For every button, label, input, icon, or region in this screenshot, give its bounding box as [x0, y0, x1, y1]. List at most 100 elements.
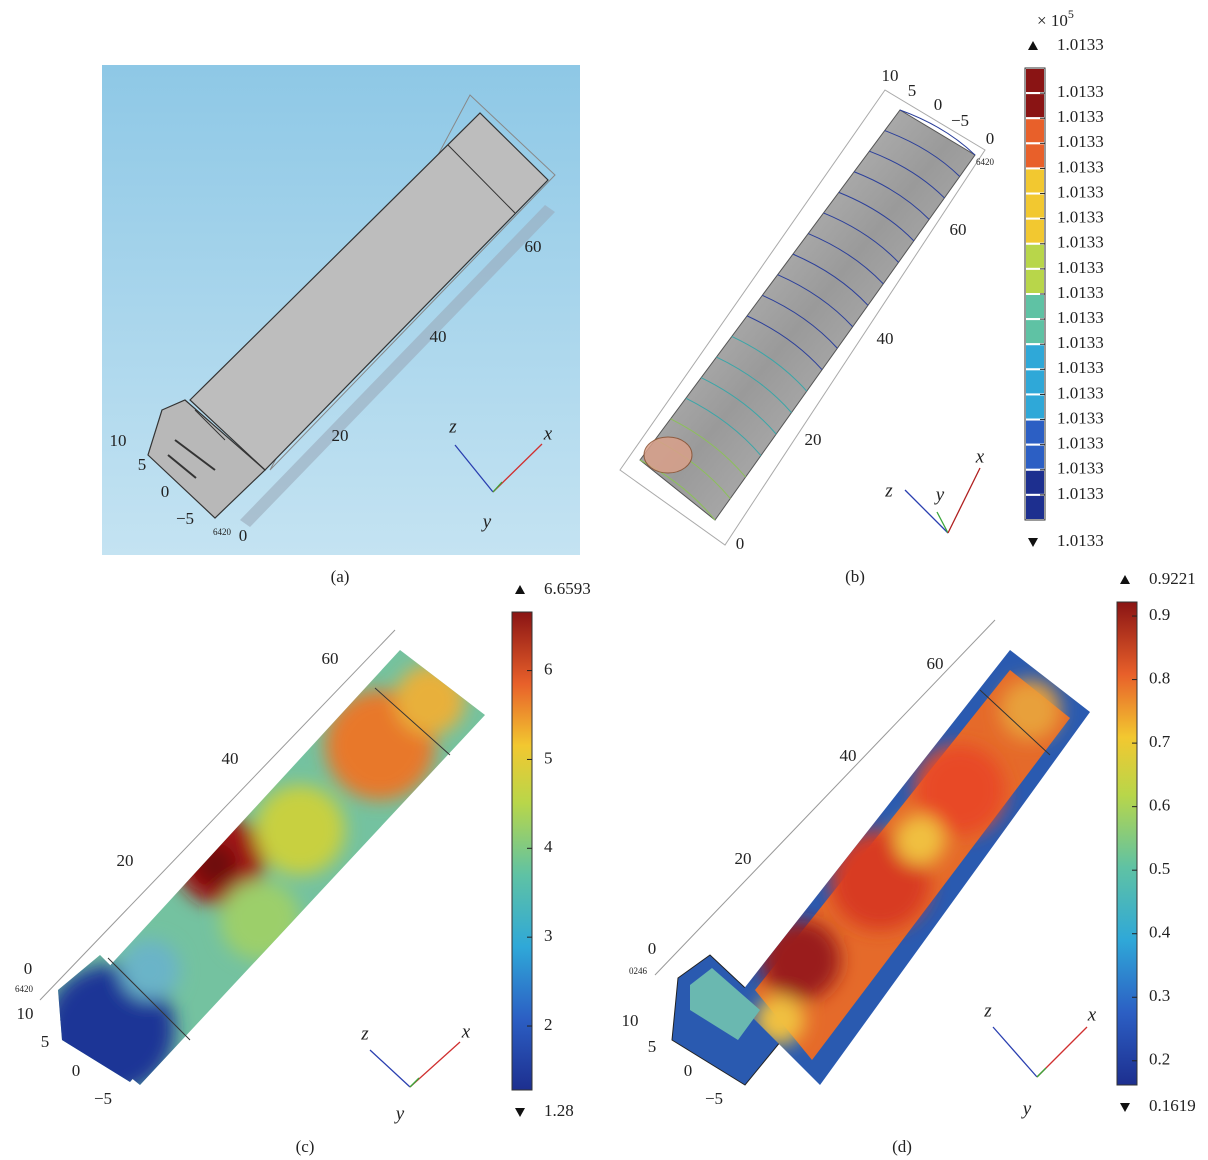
coord-label: −5 [176, 509, 194, 528]
coord-label: 10 [882, 66, 899, 85]
colorbar-tick-label: 6 [544, 659, 553, 678]
colorbar-segment [1025, 244, 1045, 269]
colorbar-segment [1025, 445, 1045, 470]
colorbar-segment [1025, 118, 1045, 143]
colorbar-segment [1025, 143, 1045, 168]
limit-marker [515, 585, 525, 594]
coord-label: 40 [877, 329, 894, 348]
coord-label: −5 [951, 111, 969, 130]
colorbar-segment [1025, 495, 1045, 520]
colorbar-limit-label: 0.1619 [1149, 1096, 1196, 1115]
coord-label: 6420 [15, 984, 34, 994]
limit-marker [515, 1108, 525, 1117]
limit-marker [1120, 575, 1130, 584]
colorbar-limit-label: 1.28 [544, 1101, 574, 1120]
colorbar-power: 5 [1068, 7, 1074, 21]
blobs [755, 680, 1060, 1045]
coord-label: 40 [430, 327, 447, 346]
colorbar-tick-label: 0.8 [1149, 668, 1170, 687]
blob [193, 843, 237, 887]
coord-label: 20 [735, 849, 752, 868]
colorbar-segment [1025, 68, 1045, 93]
colorbar-segment [1025, 168, 1045, 193]
coord-label: 60 [525, 237, 542, 256]
colorbar-tick-label: 1.0133 [1057, 333, 1104, 352]
colorbar-segment [1025, 93, 1045, 118]
field [720, 630, 1100, 1100]
blob [220, 880, 300, 960]
coord-label: 0 [934, 95, 943, 114]
colorbar [512, 612, 532, 1090]
coord-label: 60 [927, 654, 944, 673]
colorbar-tick-label: 1.0133 [1057, 434, 1104, 453]
colorbar-tick-label: 1.0133 [1057, 408, 1104, 427]
axis-label: y [934, 484, 945, 505]
caption: (c) [296, 1137, 315, 1156]
limit-marker [1028, 538, 1038, 547]
colorbar-segment [1025, 420, 1045, 445]
colorbar-tick-label: 1.0133 [1057, 157, 1104, 176]
coord-label: 10 [622, 1011, 639, 1030]
caption: (b) [845, 567, 865, 586]
axis-label: z [884, 480, 893, 501]
colorbar-tick-label: 4 [544, 837, 553, 856]
axis-label: y [394, 1103, 405, 1124]
caption: (a) [331, 567, 350, 586]
coord-label: 10 [17, 1004, 34, 1023]
coord-label: 0 [648, 939, 657, 958]
colorbar-tick-label: 0.9 [1149, 605, 1170, 624]
colorbar-segment [1025, 394, 1045, 419]
coord-label: −5 [94, 1089, 112, 1108]
axis-label: x [543, 423, 553, 444]
colorbar-tick-label: 1.0133 [1057, 82, 1104, 101]
colorbar-tick-label: 1.0133 [1057, 132, 1104, 151]
blob [395, 665, 465, 735]
coord-label: 0 [736, 534, 745, 553]
colorbar-tick-label: 1.0133 [1057, 258, 1104, 277]
axis-label: x [461, 1021, 471, 1042]
axis-label: z [448, 416, 457, 437]
blob [120, 940, 180, 1000]
blob [1000, 680, 1060, 740]
colorbar-tick-label: 1.0133 [1057, 233, 1104, 252]
coord-label: 0 [986, 129, 995, 148]
colorbar [1117, 602, 1137, 1085]
coord-label: −5 [705, 1089, 723, 1108]
coord-label: 6420 [976, 157, 995, 167]
colorbar-tick-label: 0.5 [1149, 859, 1170, 878]
colorbar-tick-label: 1.0133 [1057, 182, 1104, 201]
axis-arrow [948, 468, 980, 533]
colorbar-segment [1025, 219, 1045, 244]
colorbar-tick-label: 1.0133 [1057, 358, 1104, 377]
coord-label: 5 [648, 1037, 657, 1056]
coord-label: 60 [322, 649, 339, 668]
coord-label: 0 [161, 482, 170, 501]
colorbar-tick-label: 0.3 [1149, 986, 1170, 1005]
colorbar-tick-label: 1.0133 [1057, 459, 1104, 478]
colorbar-segment [1025, 319, 1045, 344]
colorbar-tick-label: 2 [544, 1015, 553, 1034]
coord-label: 10 [110, 431, 127, 450]
colorbar-segment [1025, 369, 1045, 394]
colorbar-segment [1025, 344, 1045, 369]
colorbar-tick-label: 1.0133 [1057, 107, 1104, 126]
coord-label: 0 [24, 959, 33, 978]
coord-label: 0 [72, 1061, 81, 1080]
colorbar-tick-label: 1.0133 [1057, 308, 1104, 327]
blob [255, 785, 345, 875]
colorbar-tick-label: 0.7 [1149, 732, 1171, 751]
blobs [45, 665, 465, 1095]
axis-arrow [410, 1078, 419, 1087]
axis-label: z [360, 1023, 369, 1044]
field [40, 630, 500, 1100]
coord-label: 40 [840, 746, 857, 765]
colorbar-limit-label: 6.6593 [544, 579, 591, 598]
coord-label: 0246 [629, 966, 648, 976]
colorbar-tick-label: 0.2 [1149, 1050, 1170, 1069]
axis-arrow [937, 512, 948, 533]
colorbar-tick-label: 1.0133 [1057, 484, 1104, 503]
coord-label: 20 [332, 426, 349, 445]
colorbar-tick-label: 1.0133 [1057, 383, 1104, 402]
coord-label: 5 [908, 81, 917, 100]
colorbar-tick-label: 5 [544, 748, 553, 767]
